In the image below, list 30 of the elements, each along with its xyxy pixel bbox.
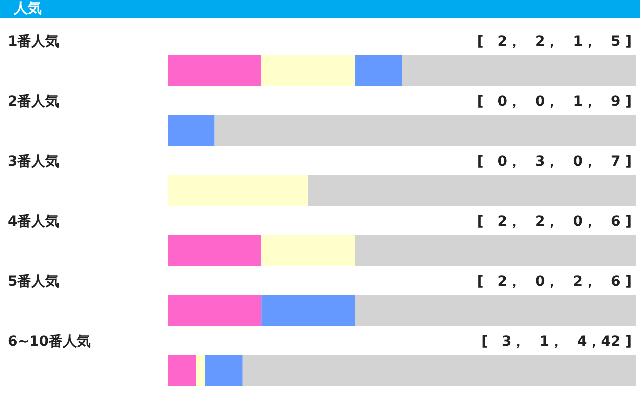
bar xyxy=(168,235,262,266)
bar xyxy=(196,355,206,386)
bar xyxy=(355,55,402,86)
bar xyxy=(355,295,636,326)
annotation: [ 0， 0， 1， 9 ] xyxy=(477,94,632,110)
y-tick-label: 6~10番人気 xyxy=(8,334,91,350)
bar xyxy=(168,175,308,206)
y-tick-label: 5番人気 xyxy=(8,274,60,290)
bar xyxy=(168,55,262,86)
annotation: [ 3， 1， 4，42 ] xyxy=(482,334,632,350)
annotation: [ 2， 2， 1， 5 ] xyxy=(477,34,632,50)
bar xyxy=(308,175,636,206)
y-tick-label: 2番人気 xyxy=(8,94,60,110)
bar xyxy=(242,355,636,386)
y-tick-label: 4番人気 xyxy=(8,214,60,230)
bar xyxy=(214,115,636,146)
bar xyxy=(355,235,636,266)
bar xyxy=(168,295,262,326)
bar xyxy=(402,55,636,86)
bar xyxy=(205,355,243,386)
bar xyxy=(262,295,356,326)
y-tick-label: 1番人気 xyxy=(8,34,60,50)
bar xyxy=(262,55,356,86)
bar xyxy=(262,235,356,266)
annotation: [ 2， 0， 2， 6 ] xyxy=(477,274,632,290)
bar xyxy=(168,115,215,146)
y-tick-label: 3番人気 xyxy=(8,154,60,170)
annotation: [ 2， 2， 0， 6 ] xyxy=(477,214,632,230)
bar xyxy=(168,355,196,386)
annotation: [ 0， 3， 0， 7 ] xyxy=(477,154,632,170)
